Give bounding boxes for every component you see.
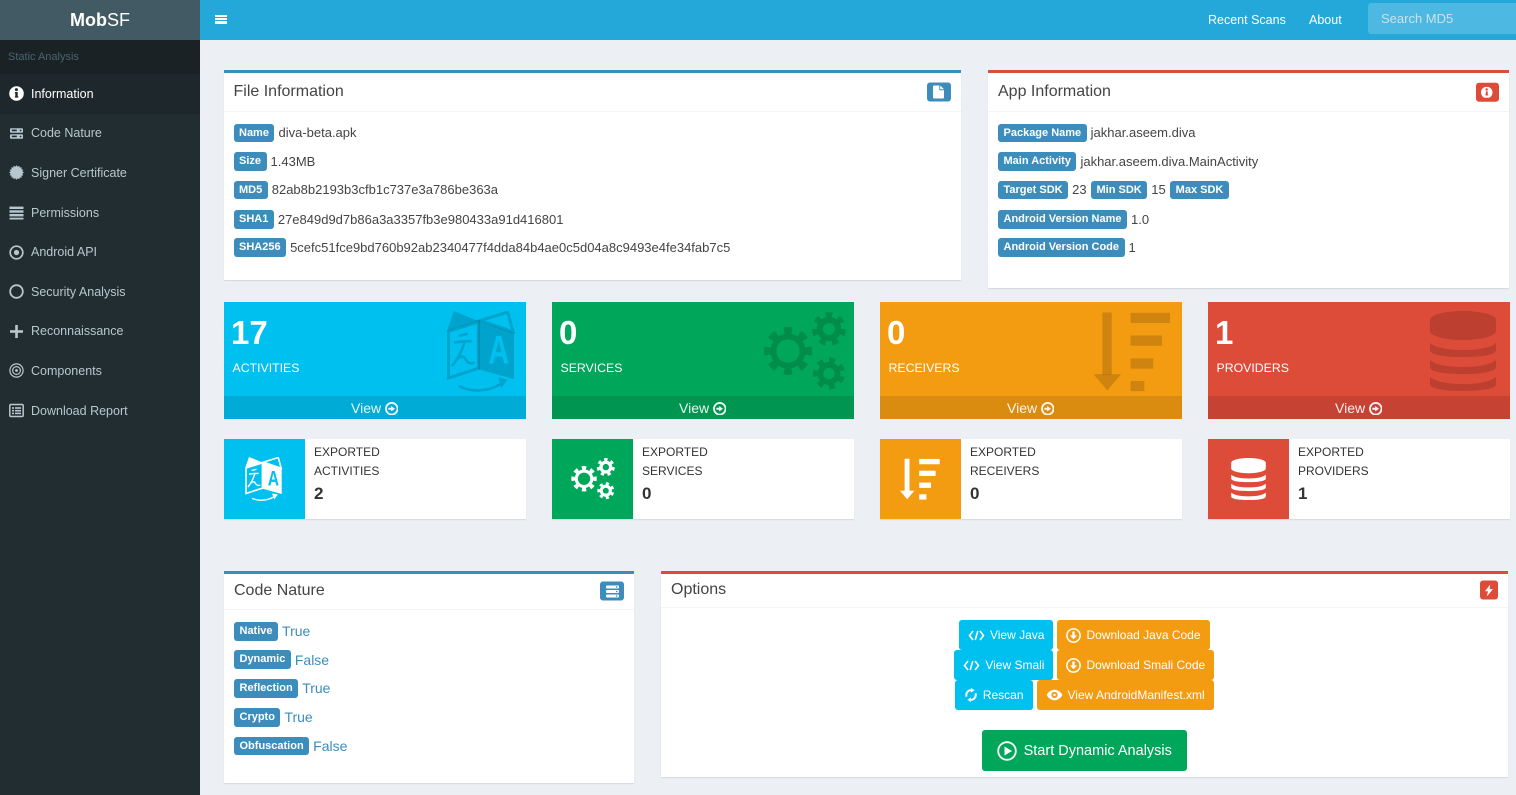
svg-text:A: A <box>268 466 279 490</box>
svg-text:A: A <box>488 328 509 372</box>
